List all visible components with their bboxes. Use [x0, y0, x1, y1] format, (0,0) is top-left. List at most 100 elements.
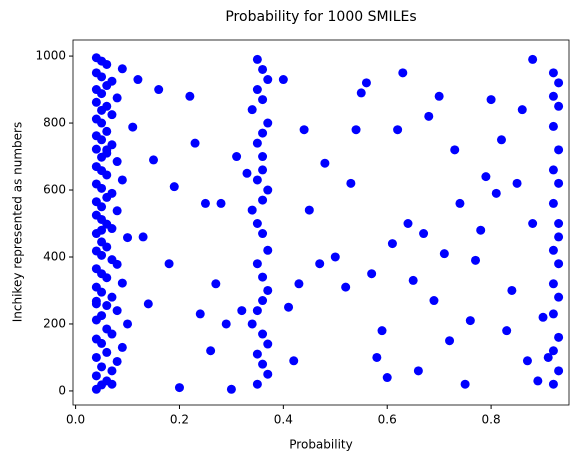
point [263, 75, 273, 85]
point [554, 78, 564, 88]
point [403, 219, 413, 229]
point [424, 111, 434, 121]
point [206, 346, 216, 356]
point [91, 97, 101, 107]
point [91, 144, 101, 154]
point [221, 319, 231, 329]
point [91, 68, 101, 78]
point [398, 68, 408, 78]
point [496, 135, 506, 145]
point [258, 95, 268, 105]
point [200, 198, 210, 208]
point [263, 369, 273, 379]
point [263, 118, 273, 128]
point [361, 78, 371, 88]
y-tick-label: 0 [58, 383, 66, 397]
point [164, 259, 174, 269]
point [554, 145, 564, 155]
point [117, 64, 127, 74]
point [367, 269, 377, 279]
point [128, 122, 138, 132]
point [112, 157, 122, 167]
point [486, 95, 496, 105]
point [102, 145, 112, 155]
point [91, 334, 101, 344]
x-tick-label: 0.6 [378, 413, 397, 427]
point [258, 152, 268, 162]
point [138, 232, 148, 242]
point [237, 306, 247, 316]
point [258, 296, 268, 306]
point [263, 339, 273, 349]
point [102, 324, 112, 334]
point [554, 366, 564, 376]
point [91, 114, 101, 124]
point [419, 229, 429, 239]
point [91, 352, 101, 362]
point [554, 219, 564, 229]
point [216, 198, 226, 208]
point [91, 53, 101, 63]
point [393, 125, 403, 135]
point [107, 379, 117, 389]
point [263, 285, 273, 295]
point [112, 306, 122, 316]
point [522, 356, 532, 366]
point [315, 259, 325, 269]
x-tick-label: 0.8 [482, 413, 501, 427]
point [190, 138, 200, 148]
point [252, 175, 262, 185]
point [538, 312, 548, 322]
point [439, 249, 449, 259]
point [517, 105, 527, 115]
y-tick-label: 800 [43, 116, 66, 130]
y-tick-label: 1000 [35, 49, 66, 63]
point [460, 379, 470, 389]
point [471, 255, 481, 265]
point [91, 85, 101, 95]
x-axis-label: Probability [289, 438, 352, 452]
point [258, 165, 268, 175]
x-tick-label: 0.4 [274, 413, 293, 427]
point [258, 329, 268, 339]
point [102, 301, 112, 311]
point [377, 326, 387, 336]
point [91, 197, 101, 207]
point [554, 292, 564, 302]
point [149, 155, 159, 165]
point [554, 259, 564, 269]
point [91, 246, 101, 256]
point [507, 285, 517, 295]
point [258, 128, 268, 138]
point [299, 125, 309, 135]
point [304, 205, 314, 215]
point [450, 145, 460, 155]
point [548, 245, 558, 255]
point [117, 278, 127, 288]
point [533, 376, 543, 386]
point [102, 101, 112, 111]
point [455, 198, 465, 208]
point [548, 279, 558, 289]
point [481, 172, 491, 182]
point [554, 332, 564, 342]
point [154, 85, 164, 95]
point [548, 121, 558, 131]
point [211, 279, 221, 289]
point [445, 336, 455, 346]
point [258, 229, 268, 239]
point [263, 185, 273, 195]
point [91, 282, 101, 292]
point [133, 75, 143, 85]
point [247, 319, 257, 329]
point [174, 383, 184, 393]
point [356, 88, 366, 98]
point [548, 68, 558, 78]
point [548, 379, 558, 389]
point [112, 356, 122, 366]
y-tick-label: 200 [43, 316, 66, 330]
point [554, 232, 564, 242]
point [97, 311, 107, 321]
point [97, 237, 107, 247]
point [258, 359, 268, 369]
